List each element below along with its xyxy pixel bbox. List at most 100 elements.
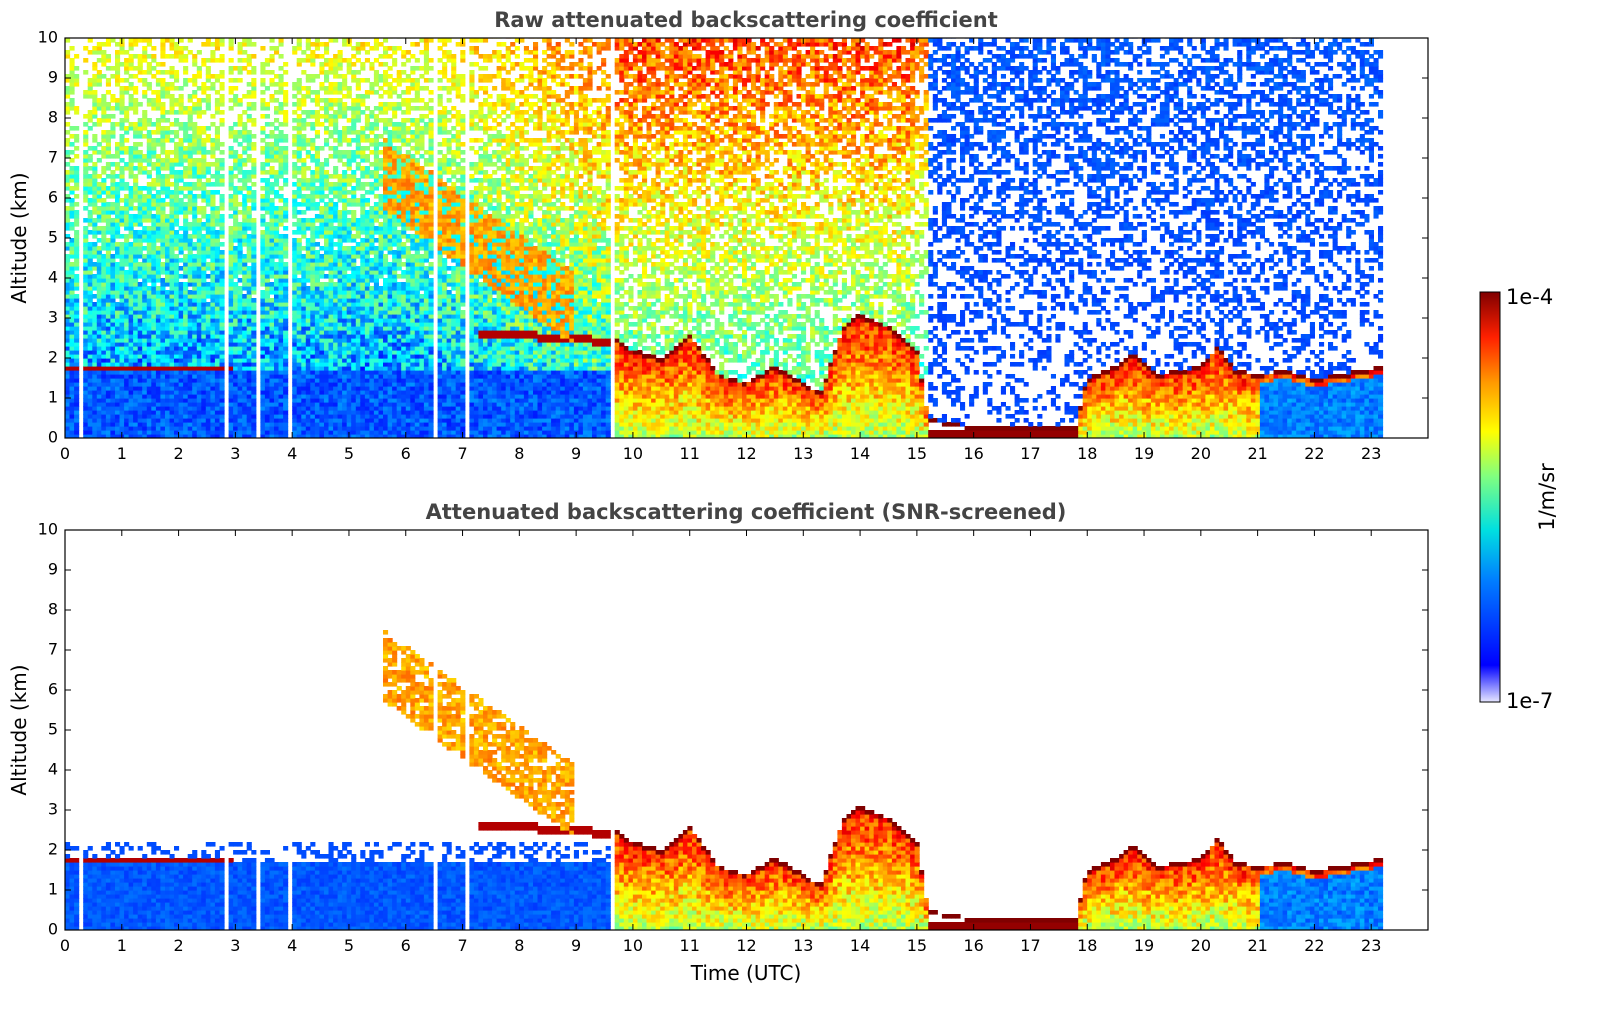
heatmap-cell <box>65 374 71 379</box>
heatmap-cell <box>278 170 284 175</box>
heatmap-cell <box>169 398 175 403</box>
heatmap-cell <box>92 242 98 247</box>
heatmap-cell <box>105 326 111 331</box>
heatmap-cell <box>264 70 270 75</box>
heatmap-cell <box>119 178 125 183</box>
heatmap-cell <box>74 330 80 335</box>
heatmap-cell <box>165 410 171 415</box>
heatmap-cell <box>192 234 198 239</box>
heatmap-cell <box>155 118 161 123</box>
heatmap-cell <box>346 254 352 259</box>
heatmap-cell <box>283 366 289 371</box>
heatmap-cell <box>137 250 143 255</box>
heatmap-cell <box>251 286 257 291</box>
heatmap-cell <box>283 150 289 155</box>
heatmap-cell <box>87 118 93 123</box>
heatmap-cell <box>201 198 207 203</box>
heatmap-cell <box>301 126 307 131</box>
heatmap-cell <box>96 322 102 327</box>
heatmap-cell <box>169 406 175 411</box>
heatmap-cell <box>301 366 307 371</box>
heatmap-cell <box>105 266 111 271</box>
heatmap-cell <box>115 322 121 327</box>
heatmap-cell <box>105 254 111 259</box>
heatmap-cell <box>355 362 361 367</box>
heatmap-cell <box>351 78 357 83</box>
heatmap-cell <box>96 398 102 403</box>
heatmap-cell <box>101 394 107 399</box>
heatmap-cell <box>305 430 311 435</box>
heatmap-cell <box>174 434 180 438</box>
heatmap-cell <box>205 138 211 143</box>
heatmap-cell <box>133 242 139 247</box>
heatmap-cell <box>137 154 143 159</box>
heatmap-cell <box>351 158 357 163</box>
heatmap-cell <box>115 374 121 379</box>
heatmap-cell <box>151 162 157 167</box>
heatmap-cell <box>96 374 102 379</box>
heatmap-cell <box>183 422 189 427</box>
heatmap-cell <box>314 350 320 355</box>
heatmap-cell <box>110 354 116 359</box>
heatmap-cell <box>146 174 152 179</box>
heatmap-cell <box>105 238 111 243</box>
heatmap-cell <box>219 318 225 323</box>
heatmap-cell <box>96 150 102 155</box>
heatmap-cell <box>124 282 130 287</box>
heatmap-cell <box>314 334 320 339</box>
heatmap-cell <box>337 258 343 263</box>
heatmap-cell <box>128 222 134 227</box>
heatmap-cell <box>319 70 325 75</box>
heatmap-cell <box>178 86 184 91</box>
heatmap-cell <box>251 146 257 151</box>
heatmap-cell <box>305 330 311 335</box>
heatmap-cell <box>219 70 225 75</box>
heatmap-cell <box>146 394 152 399</box>
heatmap-cell <box>160 138 166 143</box>
heatmap-cell <box>278 110 284 115</box>
heatmap-cell <box>110 314 116 319</box>
heatmap-cell <box>146 402 152 407</box>
heatmap-cell <box>187 402 193 407</box>
heatmap-cell <box>187 266 193 271</box>
heatmap-cell <box>333 398 339 403</box>
heatmap-cell <box>328 430 334 435</box>
heatmap-cell <box>305 306 311 311</box>
heatmap-cell <box>214 130 220 135</box>
heatmap-cell <box>324 126 330 131</box>
heatmap-cell <box>219 430 225 435</box>
heatmap-cell <box>301 234 307 239</box>
heatmap-cell <box>101 402 107 407</box>
heatmap-cell <box>196 270 202 275</box>
heatmap-cell <box>137 198 143 203</box>
heatmap-cell <box>346 298 352 303</box>
heatmap-cell <box>214 326 220 331</box>
heatmap-cell <box>119 110 125 115</box>
heatmap-cell <box>242 214 248 219</box>
heatmap-cell <box>87 202 93 207</box>
heatmap-cell <box>237 186 243 191</box>
heatmap-cell <box>196 310 202 315</box>
heatmap-cell <box>328 434 334 438</box>
heatmap-cell <box>128 98 134 103</box>
heatmap-cell <box>260 330 266 335</box>
heatmap-cell <box>128 218 134 223</box>
heatmap-cell <box>305 402 311 407</box>
heatmap-cell <box>210 202 216 207</box>
heatmap-cell <box>296 78 302 83</box>
heatmap-cell <box>183 394 189 399</box>
heatmap-cell <box>151 326 157 331</box>
heatmap-cell <box>196 330 202 335</box>
heatmap-cell <box>205 378 211 383</box>
heatmap-cell <box>242 270 248 275</box>
heatmap-cell <box>264 242 270 247</box>
heatmap-cell <box>137 202 143 207</box>
heatmap-cell <box>142 322 148 327</box>
heatmap-cell <box>305 194 311 199</box>
heatmap-cell <box>337 402 343 407</box>
heatmap-cell <box>296 122 302 127</box>
heatmap-cell <box>160 318 166 323</box>
heatmap-cell <box>296 374 302 379</box>
heatmap-cell <box>251 254 257 259</box>
heatmap-cell <box>83 90 89 95</box>
